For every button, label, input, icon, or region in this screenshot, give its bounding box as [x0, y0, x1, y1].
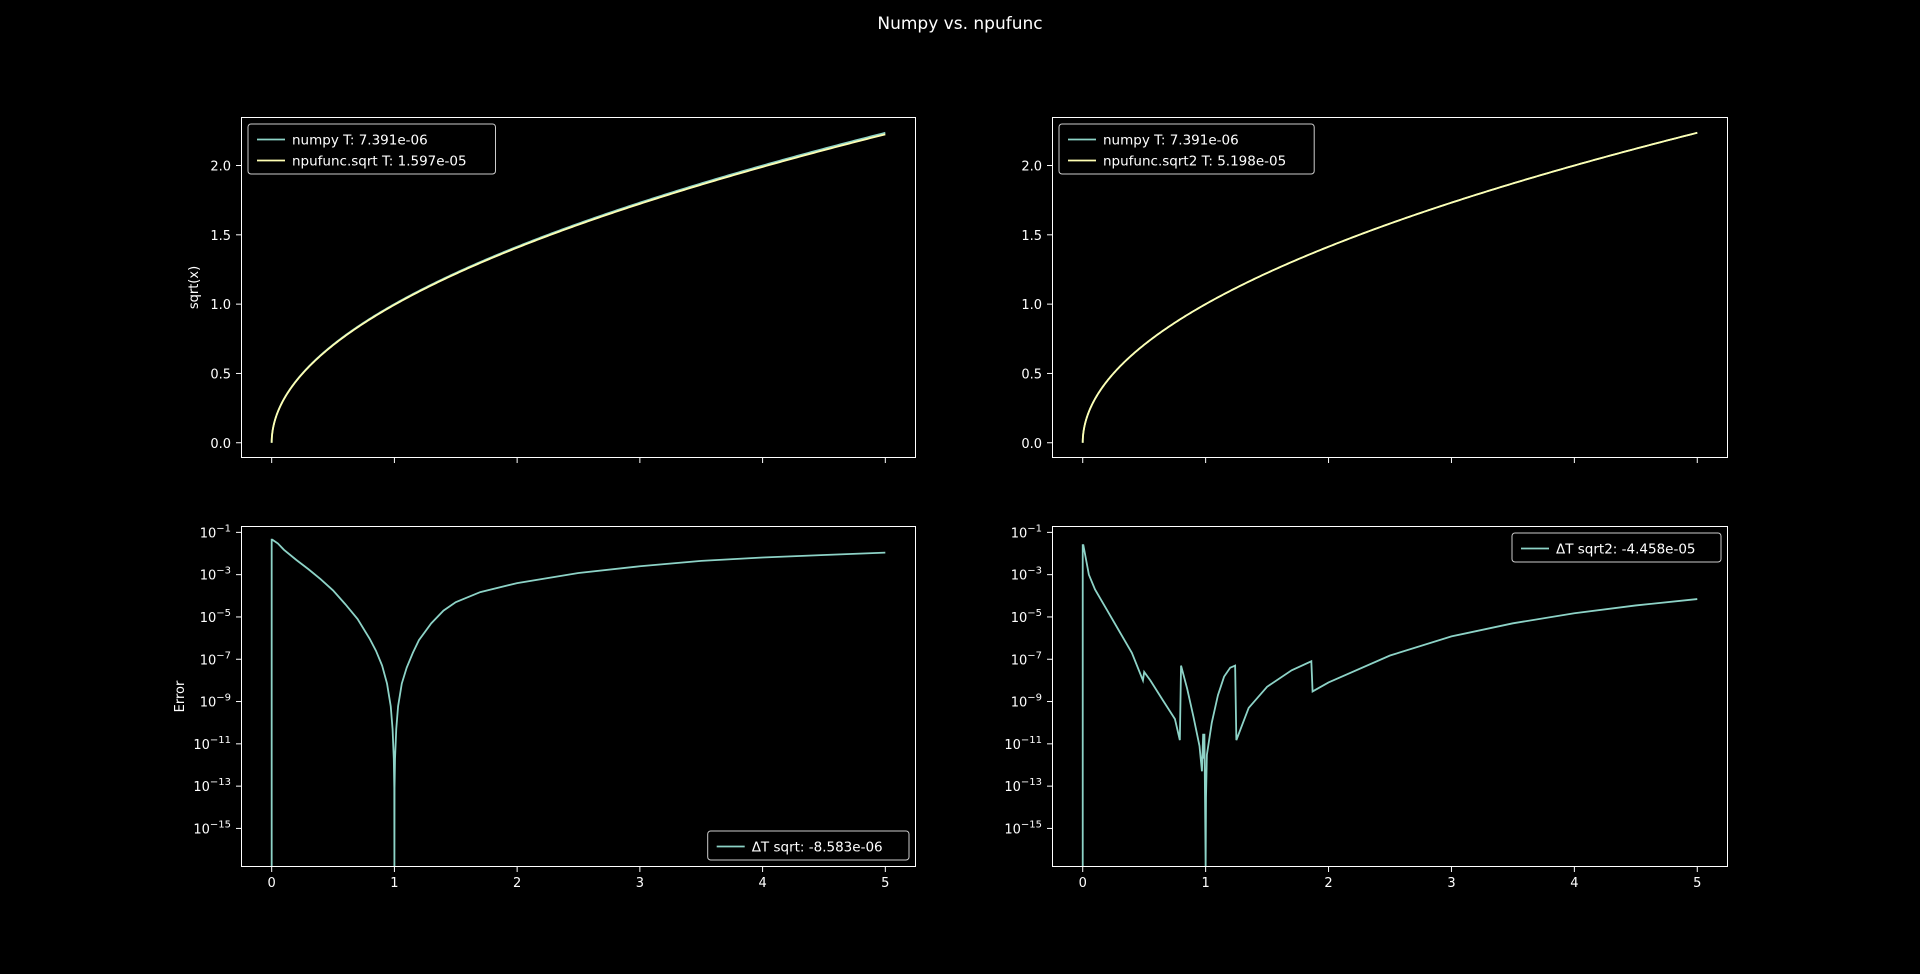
y-tick-label: 1.5: [1021, 229, 1042, 244]
axes-frame: [241, 117, 916, 458]
y-tick-label: 10−1: [200, 523, 231, 541]
series-line-1: [270, 538, 886, 867]
series-line-1: [1081, 544, 1698, 867]
y-tick-label: 10−11: [1004, 735, 1042, 753]
axes-frame: [241, 526, 916, 867]
y-tick-label: 10−5: [1011, 608, 1042, 626]
y-tick-label: 0.0: [210, 437, 231, 452]
x-tick-label: 4: [1570, 876, 1578, 891]
legend: numpy T: 7.391e-06 npufunc.sqrt2 T: 5.198…: [1058, 123, 1315, 175]
legend: ΔT sqrt: -8.583e-06: [707, 830, 910, 861]
x-tick-label: 2: [1324, 876, 1332, 891]
y-tick-label: 10−11: [193, 735, 231, 753]
y-tick-label: 10−7: [1011, 650, 1042, 668]
legend: ΔT sqrt2: -4.458e-05: [1511, 532, 1722, 563]
legend-label: ΔT sqrt2: -4.458e-05: [1556, 542, 1696, 558]
axes-frame: [1052, 117, 1728, 458]
legend-label: numpy T: 7.391e-06: [1103, 133, 1239, 149]
y-tick-label: 10−3: [1011, 566, 1042, 584]
legend: numpy T: 7.391e-06 npufunc.sqrt T: 1.597e…: [247, 123, 496, 175]
subplot-4: 0 1 2 3 4 5 10−1 10−3 10−5 10−7 10−9 10−11 10−13 10−1…: [1004, 523, 1728, 891]
legend-frame: [1511, 532, 1722, 563]
y-tick-label: 0.5: [210, 367, 231, 382]
subplot-2: 0.0 0.5 1.0 1.5 2.0 numpy T: 7.391e-06 npufunc…: [1021, 117, 1728, 463]
x-tick-label: 4: [758, 876, 766, 891]
legend-label: npufunc.sqrt T: 1.597e-05: [292, 154, 467, 170]
y-tick-label: 10−3: [200, 566, 231, 584]
y-tick-label: 10−7: [200, 650, 231, 668]
y-tick-label: 10−9: [1011, 693, 1042, 711]
y-axis-label: Error: [173, 680, 188, 712]
x-tick-label: 1: [390, 876, 398, 891]
y-tick-label: 10−13: [193, 777, 231, 795]
legend-label: npufunc.sqrt2 T: 5.198e-05: [1103, 154, 1286, 170]
x-tick-label: 5: [881, 876, 889, 891]
legend-label: ΔT sqrt: -8.583e-06: [752, 840, 883, 856]
legend-frame: [1058, 123, 1315, 175]
y-tick-label: 10−13: [1004, 777, 1042, 795]
x-tick-label: 0: [268, 876, 276, 891]
x-tick-label: 1: [1201, 876, 1209, 891]
legend-frame: [707, 830, 910, 861]
y-tick-label: 1.5: [210, 229, 231, 244]
series-line-2: [270, 133, 886, 443]
y-tick-label: 2.0: [1021, 160, 1042, 175]
y-tick-label: 1.0: [1021, 298, 1042, 313]
y-tick-label: 1.0: [210, 298, 231, 313]
subplot-1: 0.0 0.5 1.0 1.5 2.0 sqrt(x) numpy T: 7.391e-06…: [187, 117, 916, 463]
axes-frame: [1052, 526, 1728, 867]
y-axis-label: sqrt(x): [187, 266, 202, 309]
x-tick-label: 5: [1693, 876, 1701, 891]
y-tick-label: 2.0: [210, 160, 231, 175]
y-tick-label: 0.0: [1021, 437, 1042, 452]
y-tick-label: 0.5: [1021, 367, 1042, 382]
y-tick-label: 10−1: [1011, 523, 1042, 541]
series-line-2: [1081, 131, 1698, 443]
x-tick-label: 3: [1447, 876, 1455, 891]
figure-title: Numpy vs. npufunc: [877, 14, 1043, 34]
y-tick-label: 10−15: [193, 819, 231, 837]
legend-frame: [247, 123, 496, 175]
y-tick-label: 10−5: [200, 608, 231, 626]
y-tick-label: 10−9: [200, 693, 231, 711]
x-tick-label: 3: [636, 876, 644, 891]
series-line-1: [270, 131, 886, 443]
subplot-3: 0 1 2 3 4 5 10−1 10−3 10−5 10−7 10−9 10−11 10−13 10−1…: [173, 523, 916, 891]
x-tick-label: 0: [1079, 876, 1087, 891]
legend-label: numpy T: 7.391e-06: [292, 133, 428, 149]
series-line-1: [1081, 131, 1698, 443]
y-tick-label: 10−15: [1004, 819, 1042, 837]
x-tick-label: 2: [513, 876, 521, 891]
